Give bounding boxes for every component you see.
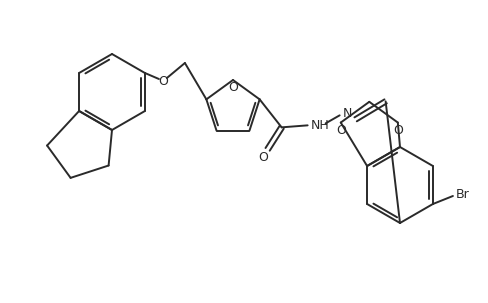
- Text: O: O: [158, 75, 167, 88]
- Text: O: O: [227, 81, 238, 94]
- Text: NH: NH: [309, 119, 328, 132]
- Text: O: O: [258, 151, 268, 164]
- Text: Br: Br: [455, 188, 469, 201]
- Text: O: O: [335, 124, 345, 137]
- Text: N: N: [342, 107, 351, 120]
- Text: O: O: [392, 124, 402, 137]
